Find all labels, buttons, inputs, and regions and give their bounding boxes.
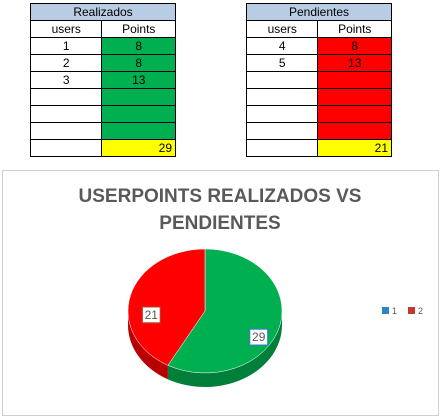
legend-swatch: [408, 307, 415, 314]
legend-label: 1: [392, 306, 397, 316]
table-row: [245, 105, 392, 123]
table-row: [245, 122, 392, 140]
points-cell[interactable]: [101, 122, 176, 140]
table-row: [29, 88, 176, 106]
legend-entry-2[interactable]: 2: [408, 306, 423, 316]
data-labels: 29 21: [141, 306, 269, 346]
pie-slice-side-2: [128, 311, 168, 380]
points-cell[interactable]: 8: [317, 37, 392, 55]
table-row: 2 8: [29, 54, 176, 72]
points-cell[interactable]: 13: [317, 54, 392, 72]
users-cell[interactable]: 2: [29, 54, 103, 72]
realizados-header[interactable]: Realizados: [30, 3, 176, 21]
points-cell[interactable]: [317, 122, 392, 140]
points-cell[interactable]: [101, 88, 176, 106]
pendientes-total[interactable]: 21: [317, 139, 392, 157]
users-cell[interactable]: [29, 105, 103, 123]
users-cell[interactable]: [245, 88, 319, 106]
pie-slice-side-1: [167, 311, 282, 387]
data-label[interactable]: 29: [249, 328, 269, 346]
points-cell[interactable]: 8: [101, 37, 176, 55]
realizados-table: Realizados users Points 1 8 2 8 3 13 29: [29, 3, 176, 157]
pendientes-table: Pendientes users Points 4 8 5 13 21: [245, 3, 392, 157]
users-cell[interactable]: 1: [29, 37, 103, 55]
table-row: 1 8: [29, 37, 176, 55]
users-cell[interactable]: [29, 122, 103, 140]
legend-entry-1[interactable]: 1: [382, 306, 397, 316]
chart-title-line1: USERPOINTS REALIZADOS VS: [79, 186, 362, 207]
total-blank-cell[interactable]: [29, 139, 103, 157]
users-cell[interactable]: 5: [245, 54, 319, 72]
data-label-text: 21: [145, 308, 159, 322]
total-row: 29: [29, 139, 176, 157]
users-column-header[interactable]: users: [29, 20, 103, 38]
users-cell[interactable]: [29, 88, 103, 106]
legend-swatch: [382, 307, 389, 314]
pie-chart-area[interactable]: USERPOINTS REALIZADOS VS PENDIENTES 29 21…: [2, 170, 439, 416]
points-cell[interactable]: [317, 71, 392, 89]
legend-label: 2: [418, 306, 423, 316]
users-cell[interactable]: [245, 122, 319, 140]
table-row: 5 13: [245, 54, 392, 72]
points-column-header[interactable]: Points: [101, 20, 176, 38]
table-row: 3 13: [29, 71, 176, 89]
table-row: [29, 105, 176, 123]
pie-chart: USERPOINTS REALIZADOS VS PENDIENTES 2921…: [79, 186, 423, 387]
users-cell[interactable]: [245, 71, 319, 89]
points-cell[interactable]: 13: [101, 71, 176, 89]
users-column-header[interactable]: users: [245, 20, 319, 38]
data-label-text: 29: [252, 330, 266, 344]
table-row: [245, 88, 392, 106]
points-cell[interactable]: [101, 105, 176, 123]
table-row: 4 8: [245, 37, 392, 55]
points-cell[interactable]: [317, 88, 392, 106]
users-cell[interactable]: [245, 105, 319, 123]
total-row: 21: [245, 139, 392, 157]
pie-slice-2[interactable]: [127, 248, 206, 366]
data-label[interactable]: 21: [141, 306, 161, 324]
points-column-header[interactable]: Points: [317, 20, 392, 38]
pendientes-header[interactable]: Pendientes: [246, 3, 392, 21]
total-blank-cell[interactable]: [245, 139, 319, 157]
users-cell[interactable]: 3: [29, 71, 103, 89]
users-cell[interactable]: 4: [245, 37, 319, 55]
realizados-total[interactable]: 29: [101, 139, 176, 157]
table-row: [245, 71, 392, 89]
chart-title-line2: PENDIENTES: [159, 213, 280, 234]
points-cell[interactable]: [317, 105, 392, 123]
table-row: [29, 122, 176, 140]
points-cell[interactable]: 8: [101, 54, 176, 72]
